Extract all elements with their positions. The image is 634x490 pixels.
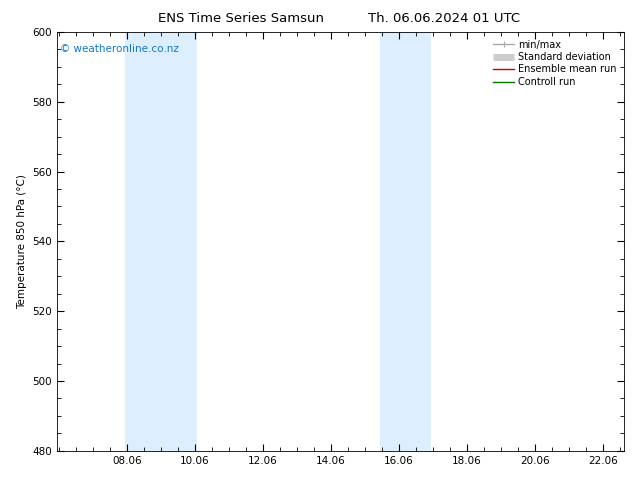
Text: © weatheronline.co.nz: © weatheronline.co.nz xyxy=(60,45,179,54)
Bar xyxy=(125,32,197,451)
Legend: min/max, Standard deviation, Ensemble mean run, Controll run: min/max, Standard deviation, Ensemble me… xyxy=(490,37,619,90)
Bar xyxy=(380,32,431,451)
Y-axis label: Temperature 850 hPa (°C): Temperature 850 hPa (°C) xyxy=(17,174,27,309)
Text: Th. 06.06.2024 01 UTC: Th. 06.06.2024 01 UTC xyxy=(368,12,520,25)
Text: ENS Time Series Samsun: ENS Time Series Samsun xyxy=(158,12,324,25)
